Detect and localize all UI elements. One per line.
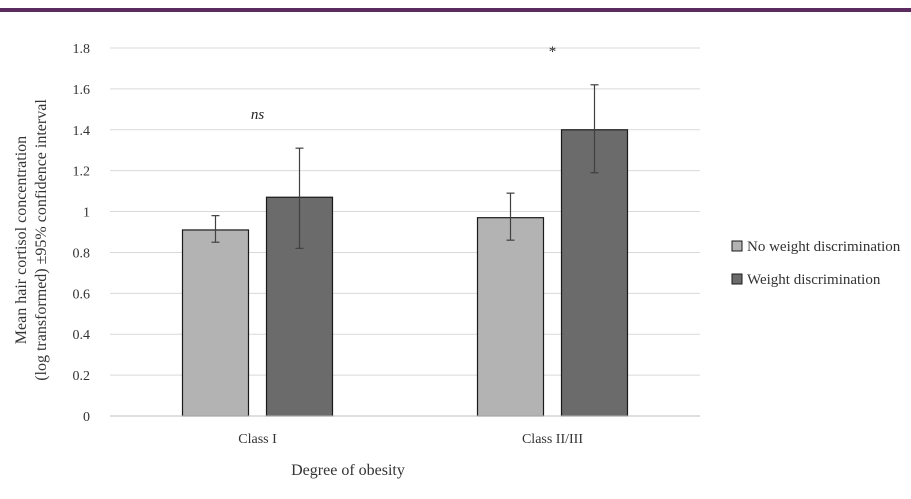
y-tick-label-1-2: 1.2 bbox=[73, 165, 91, 180]
bars bbox=[181, 129, 629, 417]
error-bar-class-ii-iii-weight-discrimination bbox=[590, 84, 599, 174]
legend-label-weight-discrimination: Weight discrimination bbox=[747, 272, 881, 288]
legend-label-no-weight-discrimination: No weight discrimination bbox=[747, 239, 901, 255]
legend-swatch-weight-discrimination bbox=[731, 273, 743, 285]
annotations: ns * bbox=[251, 44, 556, 123]
y-tick-label-0: 0 bbox=[83, 410, 90, 425]
y-tick-label-0-2: 0.2 bbox=[73, 369, 91, 384]
x-tick-label-class-ii-iii: Class II/III bbox=[522, 432, 583, 447]
y-tick-label-0-4: 0.4 bbox=[73, 328, 91, 343]
y-tick-label-1-4: 1.4 bbox=[73, 124, 91, 139]
bar-class-ii-iii-no-weight-discrimination bbox=[476, 217, 545, 417]
y-axis-title-line-1: Mean hair cortisol concentration bbox=[13, 136, 30, 344]
significance-annotation-class-ii-iii: * bbox=[549, 44, 557, 60]
y-axis-title: Mean hair cortisol concentration (log tr… bbox=[13, 99, 50, 381]
y-tick-label-0-6: 0.6 bbox=[73, 287, 91, 302]
error-bar-class-i-weight-discrimination bbox=[295, 147, 304, 249]
legend-swatch-no-weight-discrimination bbox=[731, 240, 743, 252]
x-tick-label-class-i: Class I bbox=[238, 432, 277, 447]
significance-annotation-class-i: ns bbox=[251, 107, 265, 123]
error-bar-class-i-no-weight-discrimination bbox=[211, 215, 220, 243]
error-bars bbox=[211, 84, 599, 249]
legend: No weight discrimination Weight discrimi… bbox=[731, 239, 901, 288]
y-tick-label-0-8: 0.8 bbox=[73, 246, 91, 261]
x-axis-ticks: Class I Class II/III bbox=[238, 432, 583, 447]
top-rule bbox=[0, 8, 911, 12]
y-tick-label-1-8: 1.8 bbox=[73, 42, 91, 57]
bar-class-i-no-weight-discrimination bbox=[181, 229, 250, 417]
x-axis-title: Degree of obesity bbox=[291, 462, 405, 479]
y-axis-ticks: 0 0.2 0.4 0.6 0.8 1 1.2 1.4 1.6 1.8 bbox=[73, 42, 91, 425]
error-bar-class-ii-iii-no-weight-discrimination bbox=[506, 192, 515, 241]
y-tick-label-1-6: 1.6 bbox=[73, 83, 91, 98]
y-axis-title-line-2: (log transformed) ±95% confidence interv… bbox=[33, 99, 50, 381]
y-tick-label-1: 1 bbox=[83, 206, 90, 221]
